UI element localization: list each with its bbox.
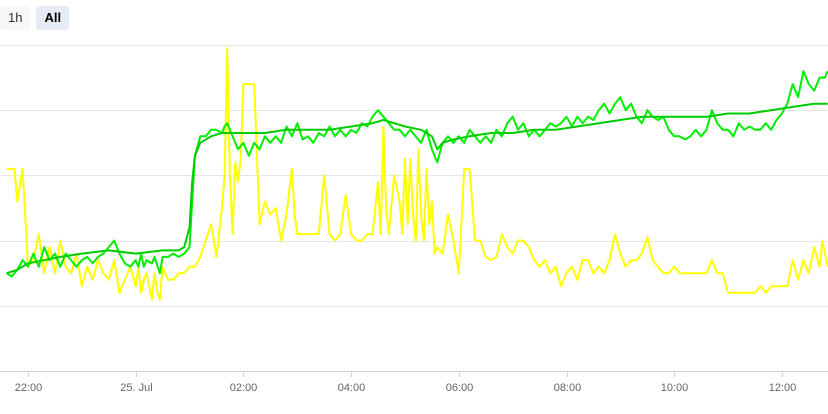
- x-tick-label: 06:00: [446, 382, 474, 394]
- range-selector: 1h All: [0, 6, 70, 32]
- series-line-2: [6, 102, 828, 275]
- x-tick-label: 08:00: [554, 382, 582, 394]
- range-button-1h[interactable]: 1h: [0, 6, 31, 30]
- plot-area: [5, 47, 828, 301]
- x-tick-label: 04:00: [338, 382, 366, 394]
- chart-grid: [0, 45, 828, 372]
- series-line-1: [5, 70, 828, 278]
- x-tick-label: 25. Jul: [120, 382, 152, 394]
- x-tick-label: 12:00: [769, 382, 797, 394]
- x-tick-label: 02:00: [230, 382, 258, 394]
- range-button-all[interactable]: All: [36, 6, 70, 30]
- series-line-0: [6, 47, 828, 301]
- x-axis: 22:00 25. Jul 02:00 04:00 06:00 08:00 10:00 12:…: [15, 371, 797, 394]
- x-tick-label: 22:00: [15, 382, 43, 394]
- x-tick-label: 10:00: [661, 382, 689, 394]
